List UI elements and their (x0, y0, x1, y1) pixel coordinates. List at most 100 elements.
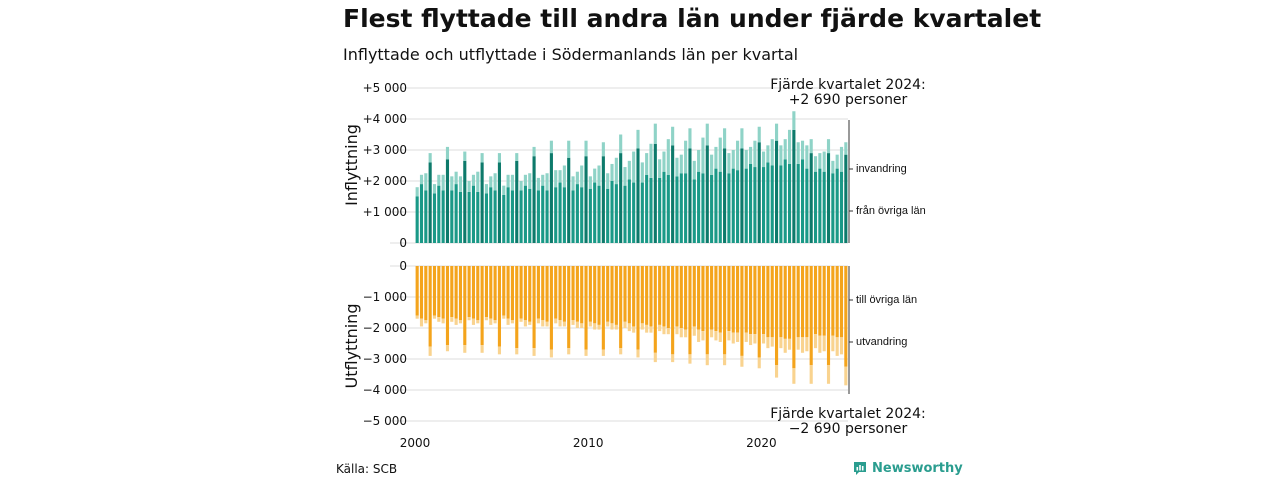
bar-inflow-lan-53 (645, 174, 649, 243)
bar-outflow-lan-52 (640, 266, 644, 324)
bar-inflow-lan-46 (614, 184, 618, 243)
bar-outflow-lan-31 (549, 266, 553, 350)
bar-outflow-utv-92 (813, 334, 818, 349)
legend-fran-ovriga-lan: från övriga län (856, 205, 926, 217)
bar-outflow-lan-3 (428, 266, 432, 347)
bar-inflow-lan-67 (705, 145, 709, 243)
bar-inflow-inv-29 (541, 174, 545, 186)
bar-inflow-inv-54 (649, 143, 653, 178)
bar-outflow-lan-6 (441, 266, 445, 319)
bar-outflow-utv-11 (463, 345, 467, 353)
y-tick-inflow-1: +1 000 (363, 205, 407, 219)
bar-inflow-inv-43 (601, 142, 605, 157)
bar-inflow-lan-42 (597, 185, 601, 243)
bar-outflow-utv-33 (558, 320, 562, 327)
bar-outflow-lan-0 (415, 266, 419, 316)
bar-outflow-lan-62 (684, 266, 688, 330)
bar-outflow-utv-9 (454, 318, 458, 325)
bar-inflow-inv-3 (428, 153, 432, 163)
bar-outflow-lan-37 (575, 266, 579, 322)
bar-outflow-lan-17 (489, 266, 493, 319)
bar-outflow-utv-29 (541, 320, 545, 327)
bar-inflow-inv-2 (424, 173, 428, 191)
bar-outflow-utv-6 (441, 318, 445, 324)
bar-inflow-lan-44 (606, 188, 610, 243)
bar-inflow-lan-5 (437, 185, 441, 243)
bar-inflow-lan-58 (666, 174, 670, 243)
y-tick-inflow-0: 0 (399, 236, 407, 250)
bar-inflow-lan-29 (541, 185, 545, 243)
bar-outflow-lan-14 (476, 266, 480, 321)
bar-inflow-inv-87 (792, 111, 796, 130)
bar-inflow-lan-60 (675, 176, 679, 243)
bar-inflow-inv-82 (770, 139, 774, 166)
bar-outflow-utv-76 (744, 332, 748, 342)
bar-outflow-lan-51 (636, 266, 640, 350)
bar-inflow-lan-85 (783, 159, 787, 243)
bar-outflow-lan-12 (467, 266, 471, 318)
bar-outflow-lan-94 (822, 266, 826, 336)
bar-inflow-inv-9 (454, 171, 458, 185)
bar-outflow-lan-89 (800, 266, 805, 338)
bar-inflow-inv-39 (584, 140, 588, 157)
bar-inflow-inv-60 (675, 157, 679, 177)
bar-outflow-utv-89 (800, 337, 805, 353)
bar-outflow-utv-86 (787, 338, 792, 350)
bar-inflow-inv-17 (489, 176, 493, 188)
bar-inflow-lan-75 (740, 148, 744, 243)
bar-outflow-utv-72 (727, 331, 731, 341)
bar-inflow-lan-92 (813, 171, 818, 243)
bar-inflow-inv-78 (753, 140, 757, 168)
bar-inflow-inv-62 (684, 140, 688, 174)
bar-inflow-inv-94 (822, 151, 826, 172)
bar-inflow-lan-10 (458, 191, 463, 243)
bar-inflow-lan-79 (757, 142, 761, 243)
bar-outflow-lan-92 (813, 266, 818, 335)
bar-inflow-lan-71 (723, 148, 727, 243)
bar-inflow-inv-13 (471, 174, 476, 186)
bar-inflow-inv-46 (614, 157, 618, 185)
bar-outflow-lan-13 (471, 266, 476, 319)
bar-outflow-utv-4 (432, 315, 437, 319)
bar-inflow-inv-15 (480, 153, 484, 163)
bar-inflow-inv-89 (800, 140, 805, 160)
bar-inflow-lan-74 (736, 170, 740, 243)
bar-outflow-utv-13 (471, 318, 476, 325)
bar-outflow-lan-46 (614, 266, 618, 325)
bar-inflow-inv-6 (441, 174, 445, 191)
bar-outflow-lan-41 (593, 266, 597, 324)
bar-inflow-lan-69 (714, 168, 718, 243)
bar-outflow-lan-87 (792, 266, 796, 369)
annotation-top-line2: +2 690 personer (789, 92, 908, 108)
y-tick-outflow-3: −3 000 (363, 352, 407, 366)
bar-outflow-utv-12 (467, 317, 471, 321)
bar-outflow-lan-71 (723, 266, 727, 355)
bar-inflow-inv-23 (515, 153, 519, 161)
bar-inflow-lan-89 (800, 159, 805, 243)
bar-inflow-inv-34 (562, 165, 566, 188)
bar-inflow-lan-52 (640, 182, 644, 243)
bar-inflow-lan-11 (463, 160, 467, 243)
bar-inflow-lan-84 (779, 165, 783, 243)
bar-outflow-utv-63 (688, 354, 692, 364)
bar-inflow-inv-86 (787, 129, 792, 164)
bar-outflow-utv-48 (623, 321, 627, 328)
bar-outflow-utv-38 (580, 323, 584, 328)
bar-outflow-lan-18 (493, 266, 497, 321)
annotation-bottom-line2: −2 690 personer (789, 421, 908, 437)
bar-outflow-utv-28 (536, 318, 540, 324)
bar-outflow-utv-97 (835, 337, 839, 356)
bar-outflow-lan-15 (480, 266, 484, 346)
bar-outflow-utv-70 (718, 332, 722, 342)
bar-outflow-lan-91 (809, 266, 813, 366)
bar-outflow-utv-61 (679, 328, 683, 338)
bar-inflow-inv-5 (437, 174, 441, 186)
bar-inflow-lan-48 (623, 185, 627, 243)
bar-inflow-lan-59 (671, 145, 675, 243)
bar-inflow-lan-91 (809, 153, 813, 243)
bar-outflow-lan-68 (710, 266, 714, 330)
bar-outflow-utv-18 (493, 320, 497, 324)
bar-inflow-lan-97 (835, 168, 839, 243)
bar-inflow-lan-38 (580, 187, 584, 243)
bar-outflow-lan-75 (740, 266, 744, 356)
